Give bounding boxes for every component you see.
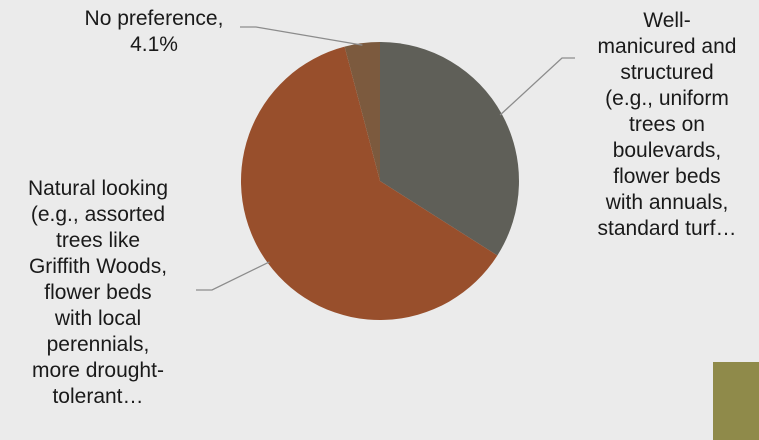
leader-line-no-preference [240, 26, 363, 46]
slice-label-natural-looking: Natural looking (e.g., assorted trees li… [27, 177, 169, 408]
leader-line-natural-looking [196, 261, 270, 291]
corner-accent-block [713, 362, 759, 440]
slice-label-well-manicured: Well- manicured and structured (e.g., un… [597, 9, 737, 240]
pie-slice-well-manicured [380, 42, 519, 256]
slice-label-no-preference: No preference, 4.1% [84, 7, 224, 56]
leader-line-well-manicured [499, 57, 575, 116]
pie-slice-natural-looking [240, 46, 498, 321]
pie-slice-no-preference [344, 42, 380, 181]
